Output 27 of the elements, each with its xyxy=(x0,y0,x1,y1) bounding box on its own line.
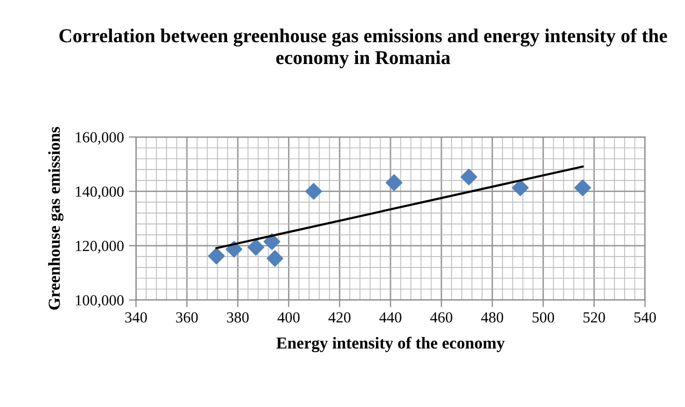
x-tick-label: 400 xyxy=(278,312,300,323)
x-tick-label: 420 xyxy=(328,312,350,323)
x-tick-label: 540 xyxy=(634,312,656,323)
y-tick-label: 100,000 xyxy=(76,295,124,308)
x-tick-label: 480 xyxy=(481,312,504,323)
x-axis-title: Energy intensity of the economy xyxy=(276,336,505,352)
point xyxy=(512,180,529,196)
point xyxy=(305,183,322,200)
x-tick-label: 360 xyxy=(176,312,198,323)
x-tick-label: 460 xyxy=(430,312,452,323)
y-tick-label: 160,000 xyxy=(76,132,124,145)
point xyxy=(460,168,478,186)
x-tick-label: 440 xyxy=(379,312,402,323)
x-tick-label: 520 xyxy=(584,312,605,323)
point xyxy=(266,250,284,267)
point xyxy=(386,174,402,191)
point xyxy=(208,248,225,264)
chart-title: Correlation between greenhouse gas emissions and energy intensity of the economy in Romania xyxy=(59,28,668,68)
point xyxy=(264,233,280,250)
y-axis-title: Greenhouse gas emissions xyxy=(48,126,64,310)
point xyxy=(574,180,591,196)
y-tick-label: 140,000 xyxy=(76,186,124,199)
x-tick-label: 340 xyxy=(125,312,147,323)
y-tick-label: 120,000 xyxy=(76,240,124,254)
x-tick-label: 500 xyxy=(532,312,554,323)
x-tick-label: 380 xyxy=(227,312,249,323)
point xyxy=(248,238,264,256)
